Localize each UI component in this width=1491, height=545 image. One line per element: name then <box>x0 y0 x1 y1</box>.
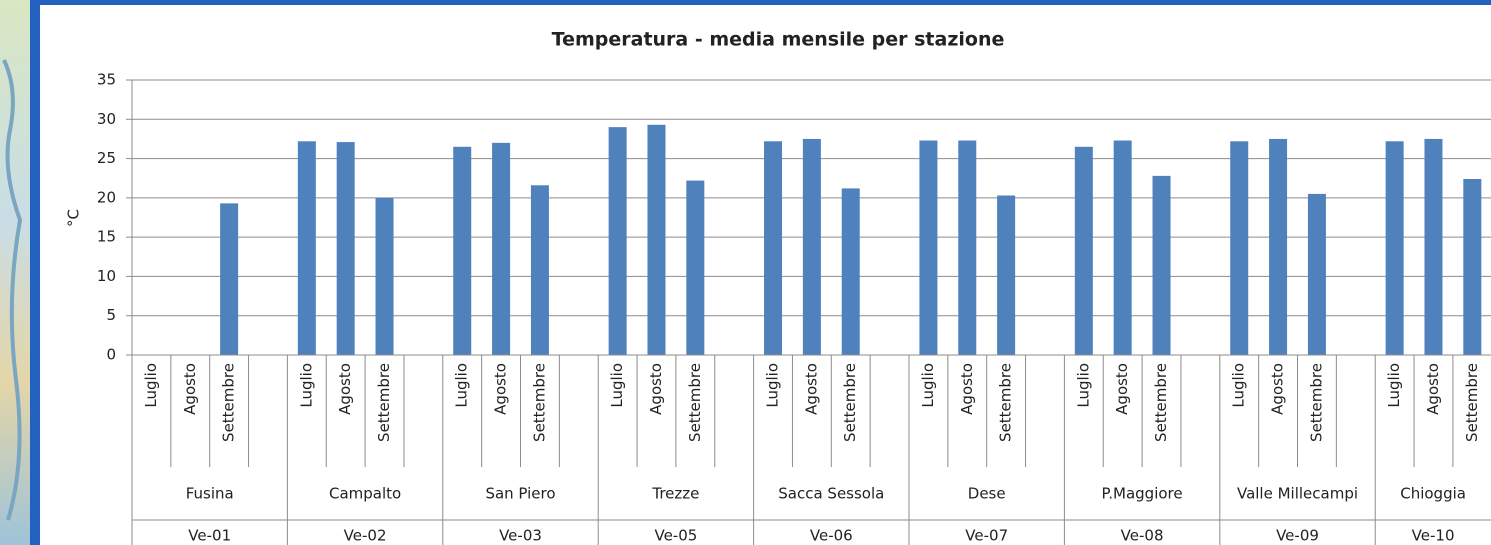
slide-border-left <box>30 0 40 545</box>
station-label: San Piero <box>485 485 555 503</box>
station-label: Dese <box>968 485 1006 503</box>
x-tick-label: Agosto <box>1424 363 1442 415</box>
bar <box>841 188 860 355</box>
map-strip <box>0 0 32 545</box>
x-tick-label: Luglio <box>764 363 782 408</box>
y-tick-label: 20 <box>97 188 116 206</box>
y-axis-label: °C <box>65 209 83 227</box>
station-code: Ve-09 <box>1276 527 1319 545</box>
bar <box>1463 179 1482 355</box>
x-tick-label: Luglio <box>1230 363 1248 408</box>
station-label: Chioggia <box>1400 485 1466 503</box>
x-tick-label: Settembre <box>841 363 859 442</box>
x-tick-label: Agosto <box>492 363 510 415</box>
bar <box>686 180 705 355</box>
bar <box>453 146 472 355</box>
station-code: Ve-02 <box>344 527 387 545</box>
x-tick-label: Settembre <box>997 363 1015 442</box>
x-tick-label: Agosto <box>181 363 199 415</box>
bar <box>336 142 355 355</box>
x-tick-label: Agosto <box>958 363 976 415</box>
station-label: P.Maggiore <box>1102 485 1183 503</box>
bar <box>1152 175 1171 355</box>
slide-border-top <box>30 0 1491 5</box>
y-tick-label: 15 <box>97 228 116 246</box>
y-tick-label: 25 <box>97 149 116 167</box>
station-label: Fusina <box>186 485 234 503</box>
x-tick-label: Settembre <box>1463 363 1481 442</box>
x-tick-label: Settembre <box>1307 363 1325 442</box>
map-detail <box>2 59 23 521</box>
station-code: Ve-10 <box>1412 527 1455 545</box>
x-tick-label: Luglio <box>1074 363 1092 408</box>
station-label: Sacca Sessola <box>778 485 884 503</box>
station-code: Ve-05 <box>654 527 697 545</box>
y-tick-label: 10 <box>97 267 116 285</box>
bar <box>297 141 316 355</box>
x-tick-label: Agosto <box>802 363 820 415</box>
station-code: Ve-06 <box>810 527 853 545</box>
bar <box>375 197 394 355</box>
bar <box>764 141 783 355</box>
station-label: Trezze <box>651 485 699 503</box>
station-code: Ve-08 <box>1121 527 1164 545</box>
bar <box>997 195 1016 355</box>
x-tick-label: Luglio <box>142 363 160 408</box>
bar <box>802 138 821 355</box>
station-code: Ve-03 <box>499 527 542 545</box>
bar <box>647 124 666 356</box>
bar <box>1074 146 1093 355</box>
station-label: Valle Millecampi <box>1237 485 1358 503</box>
x-tick-label: Luglio <box>919 363 937 408</box>
x-tick-label: Luglio <box>608 363 626 408</box>
x-tick-label: Luglio <box>453 363 471 408</box>
bar <box>220 203 239 355</box>
y-tick-label: 0 <box>106 346 116 364</box>
station-code: Ve-07 <box>965 527 1008 545</box>
bar <box>1385 141 1404 355</box>
bar <box>530 185 549 355</box>
chart-title: Temperatura - media mensile per stazione <box>552 29 1005 51</box>
bar <box>1230 141 1249 355</box>
x-tick-label: Settembre <box>530 363 548 442</box>
bar <box>1269 138 1288 355</box>
x-tick-label: Agosto <box>647 363 665 415</box>
bar <box>608 127 627 356</box>
station-code: Ve-01 <box>188 527 231 545</box>
y-tick-label: 35 <box>97 71 116 89</box>
station-label: Campalto <box>329 485 401 503</box>
x-tick-label: Agosto <box>1269 363 1287 415</box>
bar <box>1307 193 1326 355</box>
x-tick-label: Settembre <box>375 363 393 442</box>
x-tick-label: Luglio <box>1385 363 1403 408</box>
x-tick-label: Luglio <box>297 363 315 408</box>
bar <box>1424 138 1443 355</box>
bar <box>1113 140 1132 355</box>
y-tick-label: 5 <box>106 306 116 324</box>
x-tick-label: Agosto <box>336 363 354 415</box>
bar <box>919 140 938 355</box>
x-tick-label: Settembre <box>220 363 238 442</box>
x-tick-label: Agosto <box>1113 363 1131 415</box>
y-tick-label: 30 <box>97 110 116 128</box>
bar <box>492 142 511 355</box>
bar <box>958 140 977 355</box>
x-tick-label: Settembre <box>686 363 704 442</box>
x-tick-label: Settembre <box>1152 363 1170 442</box>
